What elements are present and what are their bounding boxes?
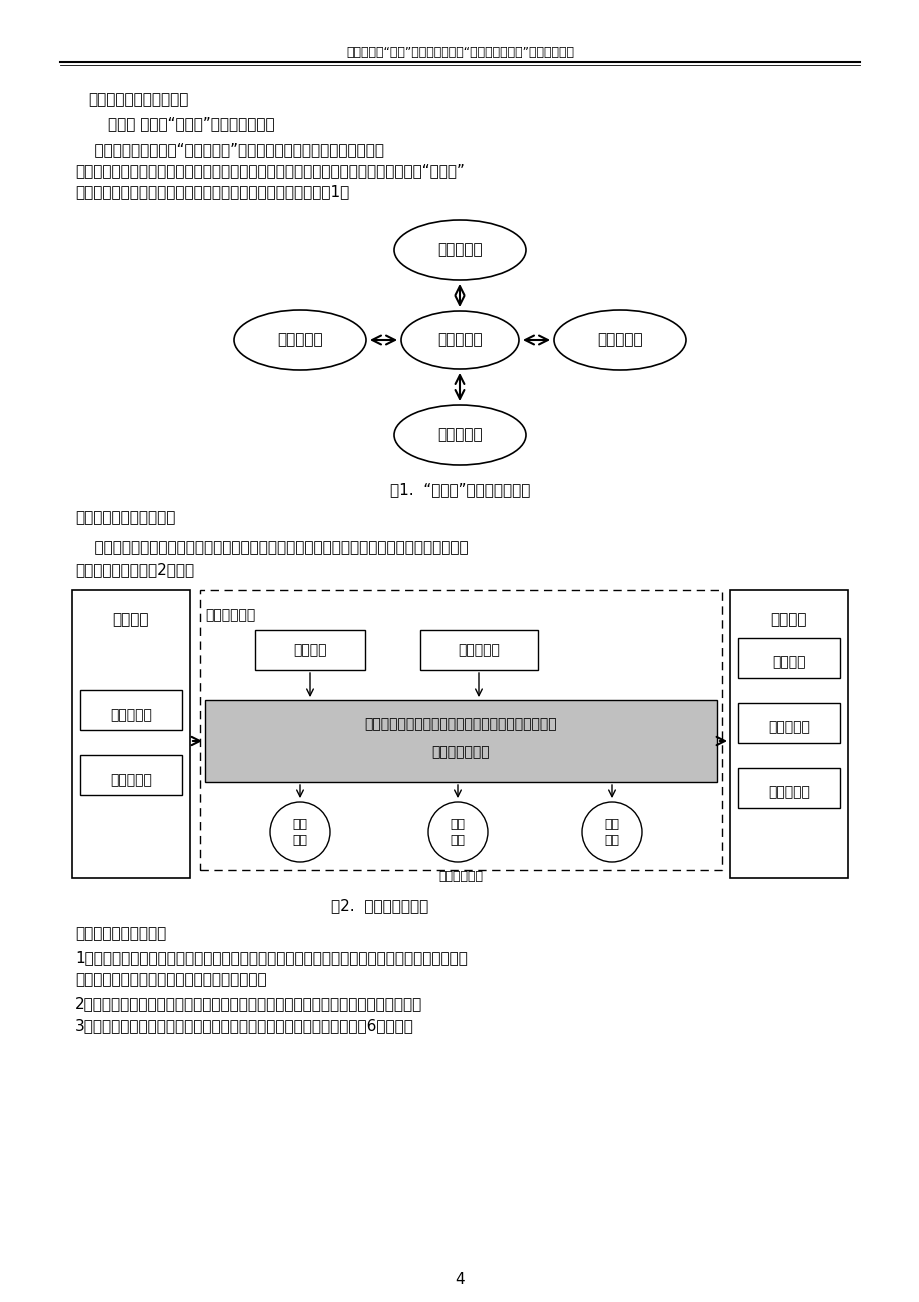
Text: 科研数字化: 科研数字化 [596, 332, 642, 348]
Text: 虚拟教室: 虚拟教室 [293, 643, 326, 658]
Bar [72, 590, 190, 878]
Bar [420, 630, 538, 671]
Bar [737, 703, 839, 743]
Text: 3、国际资源：适合我校教育教学实际情况的国外资料，如布鲁姆认知的6个阶段。: 3、国际资源：适合我校教育教学实际情况的国外资料，如布鲁姆认知的6个阶段。 [75, 1018, 414, 1032]
Text: 教育资源体系: 教育资源体系 [438, 870, 483, 883]
Bar [199, 590, 721, 870]
Text: 广播站、书报杂志、录音录像、光盘、网络等；: 广播站、书报杂志、录音录像、光盘、网络等； [75, 973, 267, 987]
Text: 资源: 资源 [292, 833, 307, 846]
Text: 图2.  教学数字化框架: 图2. 教学数字化框架 [331, 898, 428, 913]
Bar [205, 700, 716, 783]
Text: 虚拟教学环境: 虚拟教学环境 [205, 608, 255, 622]
Bar [737, 768, 839, 809]
Text: 教育资源体系是重点：: 教育资源体系是重点： [75, 926, 166, 941]
Text: 教学数字化: 教学数字化 [277, 332, 323, 348]
Text: 校内: 校内 [292, 819, 307, 832]
Text: 教育管理系统）: 教育管理系统） [431, 745, 490, 759]
Text: 数字化校园: 数字化校园 [437, 332, 482, 348]
Text: 资源: 资源 [604, 833, 618, 846]
Bar [80, 690, 182, 730]
Text: 1、校内资源：教材、计算机室、多媒体教室、学校新课程研究机构、学生实验室、学校图书馆、: 1、校内资源：教材、计算机室、多媒体教室、学校新课程研究机构、学生实验室、学校图… [75, 950, 468, 965]
Text: 教学数字化平台（含网络通讯系统，信息服务系统，: 教学数字化平台（含网络通讯系统，信息服务系统， [364, 717, 557, 730]
Text: 实践支撑体: 实践支撑体 [767, 720, 809, 734]
Text: 教学评价体: 教学评价体 [110, 708, 152, 723]
Text: 图1.  “十字星”数字化学校模型: 图1. “十字星”数字化学校模型 [390, 482, 529, 497]
Text: 评价体系: 评价体系 [113, 612, 149, 628]
Text: 支撑体系: 支撑体系 [770, 612, 806, 628]
Bar [255, 630, 365, 671]
Text: 信息化教育环境如图2所示。: 信息化教育环境如图2所示。 [75, 562, 194, 577]
Text: 中央电教馆“十五”规划课题子课题“数字化学校研究”课题研究报告: 中央电教馆“十五”规划课题子课题“数字化学校研究”课题研究报告 [346, 46, 573, 59]
Text: 数字化学校模型，最终实现教育过程的全面信息化。其模型如图1：: 数字化学校模型，最终实现教育过程的全面信息化。其模型如图1： [75, 184, 349, 199]
Text: 虚拟图书馆: 虚拟图书馆 [458, 643, 499, 658]
Text: 校园网的设施建设和教育应用功能开发，构建一个集教学、科研、管理、德育为一体的“十字星”: 校园网的设施建设和教育应用功能开发，构建一个集教学、科研、管理、德育为一体的“十… [75, 163, 464, 178]
Text: 数字化学校建设是以“数字化校园”概念为基础的教育信息化工程，通过: 数字化学校建设是以“数字化校园”概念为基础的教育信息化工程，通过 [75, 142, 383, 158]
Text: 2、社会资源：网络、教育研究机构、区教研中心、科学馆、博物馆、社区、家长等。: 2、社会资源：网络、教育研究机构、区教研中心、科学馆、博物馆、社区、家长等。 [75, 996, 422, 1010]
Text: 数字化学校的框架如下：: 数字化学校的框架如下： [75, 510, 176, 525]
Text: 德育数字化: 德育数字化 [437, 427, 482, 443]
Text: 资源: 资源 [450, 833, 465, 846]
Text: 七、课题研究的主要成果: 七、课题研究的主要成果 [88, 92, 188, 107]
Text: 管理数字化: 管理数字化 [437, 242, 482, 258]
Bar [737, 638, 839, 678]
Bar [729, 590, 847, 878]
Text: 资源评价体: 资源评价体 [110, 773, 152, 786]
Text: 社会: 社会 [450, 819, 465, 832]
Text: 在数字化学校的建设中，信息化教育教学环境的建设应该置于核心地位，一个功能比较完善的: 在数字化学校的建设中，信息化教育教学环境的建设应该置于核心地位，一个功能比较完善… [75, 540, 468, 555]
Text: 资源开发体: 资源开发体 [767, 785, 809, 799]
Text: 4: 4 [455, 1272, 464, 1286]
Bar [80, 755, 182, 796]
Text: （一） 构建了“十字星”数字化学校模型: （一） 构建了“十字星”数字化学校模型 [108, 116, 275, 132]
Text: 教育咨询: 教育咨询 [771, 655, 805, 669]
Text: 国际: 国际 [604, 819, 618, 832]
